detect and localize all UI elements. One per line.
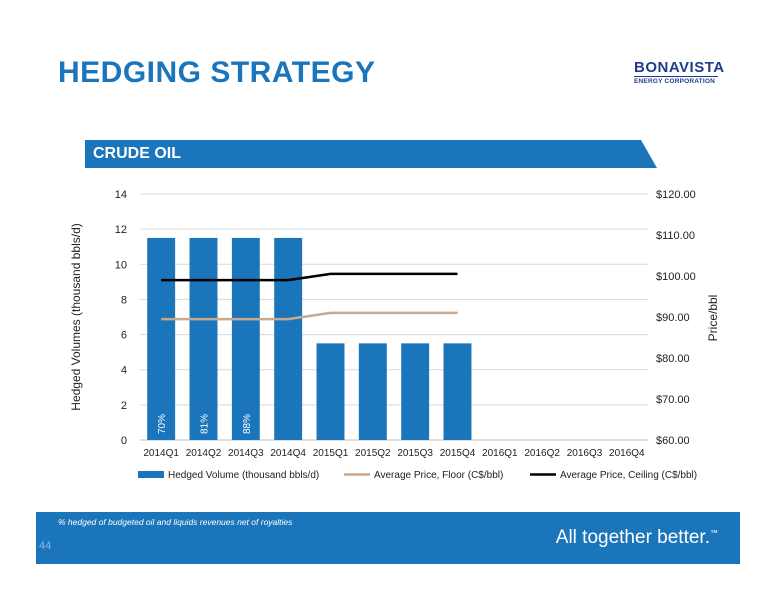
y-tick-label: 2 (121, 400, 127, 412)
bar-data-label: 88% (242, 414, 253, 434)
section-title: CRUDE OIL (93, 145, 181, 162)
y2-tick-label: $90.00 (656, 312, 690, 324)
y-tick-label: 6 (121, 330, 127, 342)
x-tick-label: 2015Q1 (313, 448, 349, 459)
ceiling-price-line (161, 272, 458, 282)
y-tick-label: 12 (115, 224, 127, 236)
floor-price-line (161, 311, 458, 321)
x-tick-label: 2015Q3 (397, 448, 433, 459)
bar (316, 343, 345, 440)
y2-axis-title: Price/bbl (706, 295, 720, 342)
y-tick-label: 0 (121, 435, 127, 447)
y2-tick-label: $110.00 (656, 230, 695, 242)
x-tick-label: 2015Q4 (440, 448, 476, 459)
y-tick-label: 10 (115, 259, 127, 271)
bar (274, 237, 303, 440)
bar-data-label: 81% (200, 414, 211, 434)
y-tick-label: 4 (121, 365, 127, 377)
bar (401, 343, 430, 440)
trademark-symbol: ™ (710, 528, 718, 538)
x-tick-label: 2016Q2 (524, 448, 560, 459)
x-tick-label: 2016Q3 (567, 448, 603, 459)
section-band-shape (85, 140, 657, 168)
legend-swatch (138, 471, 164, 478)
tagline-text: All together better. (555, 527, 710, 548)
company-logo: BONAVISTA ENERGY CORPORATION (634, 59, 725, 90)
y2-tick-label: $70.00 (656, 394, 690, 406)
y2-tick-label: $60.00 (656, 435, 690, 447)
x-tick-label: 2016Q1 (482, 448, 518, 459)
section-header-band: CRUDE OIL (85, 140, 657, 168)
footnote: % hedged of budgeted oil and liquids rev… (58, 517, 293, 527)
page-title: HEDGING STRATEGY (58, 56, 376, 89)
bar (147, 237, 176, 440)
x-tick-label: 2016Q4 (609, 448, 645, 459)
y-tick-label: 14 (115, 189, 127, 201)
y-axis-title: Hedged Volumes (thousand bbls/d) (69, 223, 83, 410)
x-tick-label: 2014Q2 (186, 448, 222, 459)
page-number: 44 (39, 540, 52, 552)
legend-label: Average Price, Floor (C$/bbl) (374, 470, 503, 481)
hedging-chart: 0 2 4 6 8 10 12 14 $60.00 $70.00 $80.00 $90.00 $100.… (69, 189, 720, 481)
bar (443, 343, 472, 440)
footer-band: % hedged of budgeted oil and liquids rev… (36, 512, 740, 564)
x-tick-label: 2014Q3 (228, 448, 264, 459)
bar (231, 237, 260, 440)
x-tick-label: 2014Q1 (143, 448, 179, 459)
y2-tick-label: $100.00 (656, 271, 696, 283)
y2-tick-label: $80.00 (656, 353, 690, 365)
y-tick-label: 8 (121, 294, 127, 306)
x-tick-label: 2014Q4 (270, 448, 306, 459)
logo-wordmark: BONAVISTA (634, 59, 725, 76)
x-tick-label: 2015Q2 (355, 448, 391, 459)
bar (189, 237, 218, 440)
legend-label: Average Price, Ceiling (C$/bbl) (560, 470, 697, 481)
tagline: All together better.™ (556, 527, 718, 549)
bar-data-label: 70% (157, 414, 168, 434)
bar (358, 343, 387, 440)
y2-tick-label: $120.00 (656, 189, 696, 201)
logo-subtitle: ENERGY CORPORATION (634, 76, 718, 85)
legend-label: Hedged Volume (thousand bbls/d) (168, 470, 319, 481)
